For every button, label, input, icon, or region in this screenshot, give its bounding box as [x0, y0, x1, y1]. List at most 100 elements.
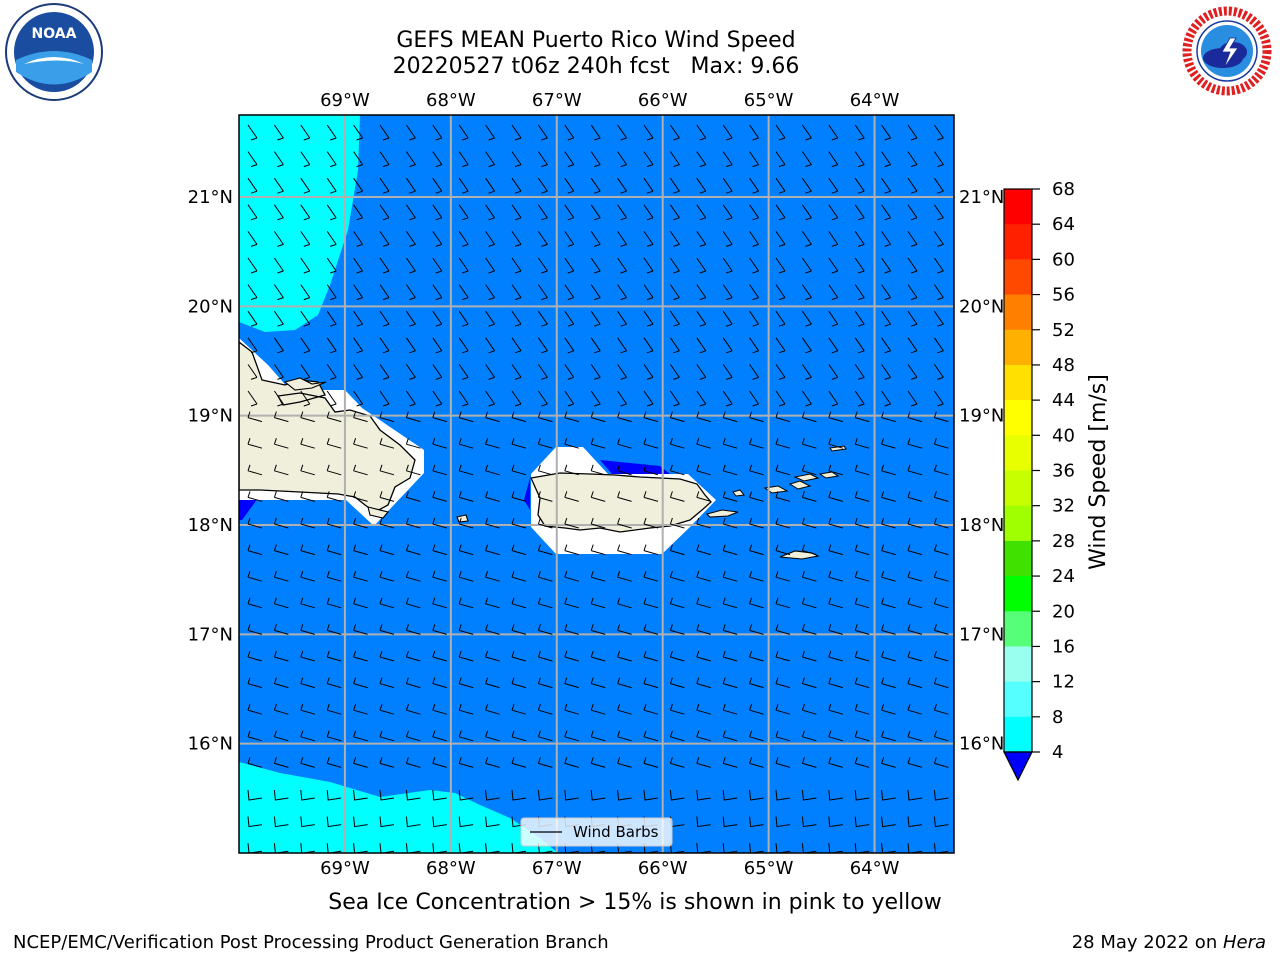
wind-barb — [881, 677, 896, 689]
wind-barb — [405, 730, 421, 742]
cyan-region-south — [239, 762, 558, 853]
graticule — [239, 115, 954, 853]
colorbar-segment — [1004, 259, 1032, 296]
colorbar: 68 64 60 56 52 48 44 40 36 32 28 24 20 16 12 8 4 Wind Sp… — [1003, 179, 1111, 782]
wind-barb — [828, 544, 843, 556]
wind-barb — [881, 177, 892, 194]
wind-barb — [907, 757, 923, 768]
wind-barb — [933, 124, 944, 141]
wind-barb — [485, 464, 500, 476]
wind-barb — [907, 730, 923, 742]
wind-barb — [485, 650, 500, 662]
wind-barb — [669, 624, 685, 635]
wind-barb — [432, 816, 447, 828]
wind-barb — [405, 650, 421, 662]
wind-barb — [300, 491, 315, 502]
wind-barb — [326, 544, 342, 556]
wind-barb — [247, 464, 263, 476]
wind-barb — [722, 650, 738, 662]
wind-barb — [432, 390, 443, 407]
wind-barb — [749, 517, 764, 529]
wind-barb — [907, 816, 923, 828]
wind-barb — [458, 464, 474, 476]
wind-barb — [775, 757, 791, 768]
wind-barb — [273, 843, 289, 853]
wind-barb — [273, 491, 289, 502]
wind-barb — [300, 843, 315, 853]
wind-barb — [537, 257, 548, 274]
wind-barb — [749, 624, 764, 635]
wind-barb — [828, 464, 843, 476]
wind-barb — [485, 816, 500, 828]
wind-barb — [643, 438, 659, 449]
wind-barb — [722, 411, 738, 423]
lon-label-bottom: 64°W — [850, 858, 900, 879]
wind-barb — [617, 704, 632, 715]
wind-barb — [300, 624, 315, 635]
wind-barb — [696, 677, 711, 689]
wind-barb — [300, 337, 311, 354]
wind-barb — [590, 177, 601, 194]
wind-barb — [458, 491, 474, 502]
wind-barb — [590, 757, 606, 768]
wind-barb — [537, 624, 553, 635]
wind-barb — [907, 364, 918, 380]
wind-barb — [353, 650, 368, 662]
wind-barb — [432, 284, 443, 301]
wind-barb — [458, 310, 469, 327]
wind-barb — [300, 704, 315, 715]
wind-barb — [933, 816, 949, 828]
colorbar-segment — [1004, 646, 1032, 683]
wind-barb — [801, 364, 812, 380]
wind-barb — [247, 843, 263, 853]
lat-labels-left: 21°N 20°N 19°N 18°N 17°N 16°N — [188, 187, 233, 755]
wind-barb — [775, 650, 791, 662]
wind-barb — [669, 789, 685, 801]
lat-label-left: 19°N — [188, 406, 233, 427]
wind-barb — [511, 544, 527, 556]
wind-barb — [511, 571, 527, 582]
wind-barb — [326, 124, 337, 141]
wind-barb — [379, 491, 395, 502]
wind-barb — [247, 730, 263, 742]
wind-barb — [722, 704, 738, 715]
wind-barb — [353, 491, 368, 502]
wind-barb — [432, 517, 447, 529]
wind-barb — [590, 597, 606, 609]
wind-barb — [590, 124, 601, 141]
wind-barb — [696, 411, 711, 423]
wind-barb — [881, 597, 896, 609]
wind-barb — [775, 544, 791, 556]
wind-barb — [643, 310, 654, 327]
wind-barb — [801, 789, 817, 801]
wind-barb — [432, 730, 447, 742]
wind-barb — [722, 544, 738, 556]
lat-label-right: 18°N — [959, 515, 1004, 536]
wind-barb — [696, 310, 707, 327]
dark-blue-patch — [524, 478, 530, 510]
wind-barb — [247, 544, 263, 556]
wind-barb — [511, 364, 522, 380]
wind-barb — [933, 204, 944, 221]
wind-barb — [854, 571, 870, 582]
lat-labels-right: 21°N 20°N 19°N 18°N 17°N 16°N — [959, 187, 1004, 755]
wind-barb — [801, 677, 817, 689]
wind-barb — [564, 624, 579, 635]
wind-barb — [881, 464, 896, 476]
colorbar-tick-label: 52 — [1052, 320, 1075, 341]
wind-barb — [828, 517, 843, 529]
wind-barb — [458, 438, 474, 449]
wind-barb — [881, 390, 892, 407]
wind-barb — [353, 624, 368, 635]
wind-barb — [643, 204, 654, 221]
wind-barb — [669, 411, 685, 423]
wind-barb — [353, 390, 364, 407]
wind-barb — [564, 491, 579, 502]
wind-barb — [458, 124, 469, 141]
wind-barb — [537, 544, 553, 556]
wind-barb — [326, 624, 342, 635]
wind-barb — [722, 364, 733, 380]
wind-barb — [432, 677, 447, 689]
lat-label-right: 16°N — [959, 734, 1004, 755]
wind-barb — [907, 704, 923, 715]
